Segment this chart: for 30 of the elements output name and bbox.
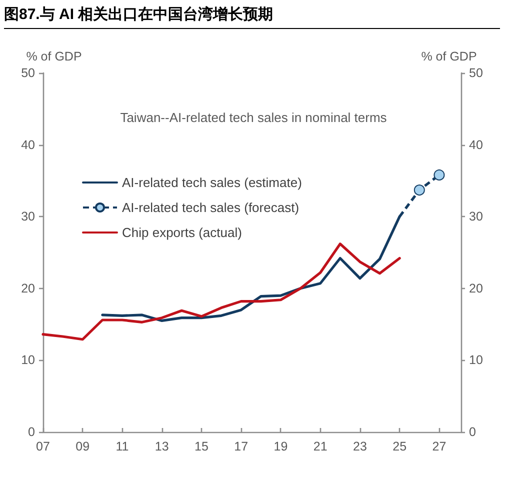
- x-tick-label: 07: [36, 440, 50, 454]
- x-tick-label: 25: [392, 440, 407, 454]
- chart-title: 图87.与 AI 相关出口在中国台湾增长预期: [4, 5, 500, 29]
- x-tick-label: 15: [194, 440, 208, 454]
- legend-label: Chip exports (actual): [122, 225, 242, 240]
- y2-tick-label: 50: [469, 66, 483, 80]
- x-tick-label: 13: [154, 440, 169, 454]
- y2-tick-label: 20: [469, 281, 483, 296]
- y-tick-label: 30: [21, 210, 36, 224]
- y2-tick-label: 10: [469, 353, 483, 368]
- y-tick-label: 40: [21, 138, 36, 152]
- x-tick-label: 11: [116, 440, 129, 454]
- x-tick-label: 27: [432, 440, 446, 454]
- y2-tick-label: 40: [469, 138, 483, 152]
- legend-label: AI-related tech sales (estimate): [122, 175, 302, 190]
- y-tick-label: 50: [21, 66, 36, 80]
- y-tick-label: 0: [28, 425, 36, 439]
- text: Taiwan--AI-related tech sales in nominal terms: [120, 110, 388, 125]
- y-axis-title: % of GDP: [26, 50, 82, 64]
- x-tick-label: 19: [274, 440, 288, 454]
- y2-tick-label: 0: [469, 425, 476, 439]
- y2-tick-label: 30: [469, 210, 483, 224]
- y-tick-label: 10: [21, 353, 36, 368]
- x-tick-label: 21: [313, 440, 328, 454]
- x-tick-label: 23: [353, 440, 367, 454]
- x-tick-label: 09: [76, 440, 90, 454]
- y-tick-label: 20: [21, 281, 36, 296]
- legend-label: AI-related tech sales (forecast): [122, 200, 300, 215]
- x-tick-label: 17: [234, 440, 248, 454]
- y2-axis-title: % of GDP: [421, 50, 477, 64]
